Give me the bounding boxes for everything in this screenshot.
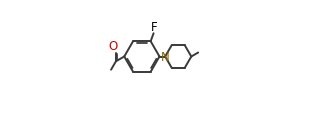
- Text: O: O: [109, 40, 118, 53]
- Text: N: N: [161, 51, 169, 63]
- Text: F: F: [151, 21, 157, 33]
